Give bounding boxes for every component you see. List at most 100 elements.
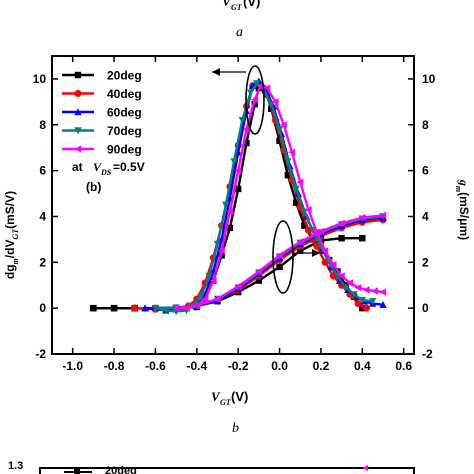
plot-frame (51, 55, 415, 355)
annotation-ds: DS (100, 168, 112, 177)
data-point (74, 145, 82, 153)
data-point (193, 302, 200, 310)
series-90deg (172, 82, 387, 312)
annotation-value: =0.5V (113, 160, 145, 174)
ylabel-left-unit: (mS/V) (3, 191, 17, 229)
data-point (205, 272, 213, 280)
series-40deg (131, 80, 387, 313)
data-point (74, 90, 82, 97)
panel-b-label: (b) (86, 180, 101, 194)
data-point (337, 219, 345, 228)
data-point (213, 240, 222, 248)
data-point (288, 148, 296, 156)
panel-c-legend-text: 20deg (105, 465, 137, 474)
panel-c-legend-marker (74, 469, 80, 474)
data-point (379, 288, 387, 296)
data-point (271, 98, 279, 106)
data-point (296, 237, 304, 246)
y-tick-label-left: -2 (35, 347, 46, 361)
data-point (226, 224, 234, 232)
x-tick-label: -0.4 (186, 359, 207, 373)
y-tick-label-left: 4 (39, 209, 46, 223)
annotation-at: at (72, 160, 83, 174)
legend-label: 90deg (107, 143, 142, 157)
data-point (358, 296, 366, 304)
data-point (234, 166, 242, 175)
left-arrow-head (212, 68, 220, 76)
data-point (267, 100, 275, 108)
data-point (74, 108, 82, 116)
xlabel-v: V (211, 389, 221, 404)
data-point (151, 304, 160, 312)
ylabel-left-dg: dg (3, 264, 17, 279)
data-point (284, 158, 292, 166)
data-point (359, 304, 366, 312)
data-point (337, 272, 345, 280)
data-point (201, 295, 209, 303)
ylabel-right-g: g (457, 179, 471, 186)
data-point (379, 211, 387, 220)
x-tick-label: -0.6 (145, 359, 166, 373)
data-point (213, 295, 221, 303)
legend-label: 20deg (107, 69, 142, 83)
annotation-v: V (93, 160, 102, 174)
data-point (279, 121, 287, 129)
y-tick-label-left: 6 (39, 164, 46, 178)
data-point (297, 247, 304, 255)
data-point (90, 304, 97, 312)
data-point (362, 304, 370, 312)
data-point (317, 227, 325, 236)
axis-ticks: -1.0 -0.8 -0.6 -0.4 -0.2 0.0 0.2 0.4 0.6 -2 -2 0 0 2 2… (33, 56, 436, 373)
y-tick-label-right: -2 (422, 347, 433, 361)
annotation-vds: at V DS =0.5V (b) (72, 160, 145, 194)
data-point (172, 304, 180, 312)
data-point (292, 199, 300, 206)
legend: 20deg 40deg 60deg 70deg 90deg (62, 69, 142, 157)
data-point (243, 139, 250, 147)
data-point (313, 228, 320, 237)
panel-b-caption: b (232, 421, 239, 436)
data-point (300, 208, 309, 216)
data-point (209, 276, 217, 285)
left-curve-ellipse (245, 65, 265, 135)
data-point (131, 304, 139, 312)
data-point (222, 201, 230, 209)
data-point (359, 235, 366, 242)
panel-a-xlabel-main: V (222, 0, 232, 9)
data-point (110, 304, 118, 312)
svg-text:gm(mS/μm): gm(mS/μm) (454, 179, 471, 240)
y-axis-left-label: dgm/dVGT(mS/V) (3, 191, 20, 279)
panel-c-fragment: 1.3 20deg (8, 460, 415, 474)
data-point (263, 84, 271, 92)
data-point (354, 300, 362, 308)
data-point (234, 185, 242, 193)
panel-a-fragment: V GT (V) a (222, 0, 260, 40)
x-tick-label: -0.2 (228, 359, 249, 373)
data-point (346, 279, 354, 287)
data-point (292, 185, 300, 193)
data-point (182, 304, 190, 312)
data-point (358, 213, 366, 222)
y-tick-label-right: 6 (422, 164, 429, 178)
y-tick-label-right: 0 (422, 301, 429, 315)
panel-c-frame (39, 467, 415, 474)
x-tick-label: -1.0 (62, 359, 83, 373)
panel-a-xlabel-unit: (V) (243, 0, 260, 9)
x-tick-label: 0.4 (354, 359, 371, 373)
panel-c-marker (362, 465, 368, 471)
y-tick-label-left: 2 (39, 255, 46, 269)
data-point (370, 287, 378, 295)
data-point (217, 247, 225, 255)
data-point (276, 137, 283, 145)
y-tick-label-left: 0 (39, 301, 46, 315)
data-point (253, 80, 261, 88)
data-point (255, 277, 263, 284)
xlabel-gt: GT (220, 398, 232, 407)
right-curve-ellipse (272, 220, 294, 294)
xlabel-unit: (V) (231, 389, 248, 404)
data-point (301, 222, 308, 229)
chart-b: -1.0 -0.8 -0.6 -0.4 -0.2 0.0 0.2 0.4 0.6 -2 -2 0 0 2 2… (3, 55, 471, 436)
y-axis-right-label: gm(mS/μm) (454, 179, 471, 240)
data-point (368, 298, 377, 305)
data-point (141, 304, 149, 312)
